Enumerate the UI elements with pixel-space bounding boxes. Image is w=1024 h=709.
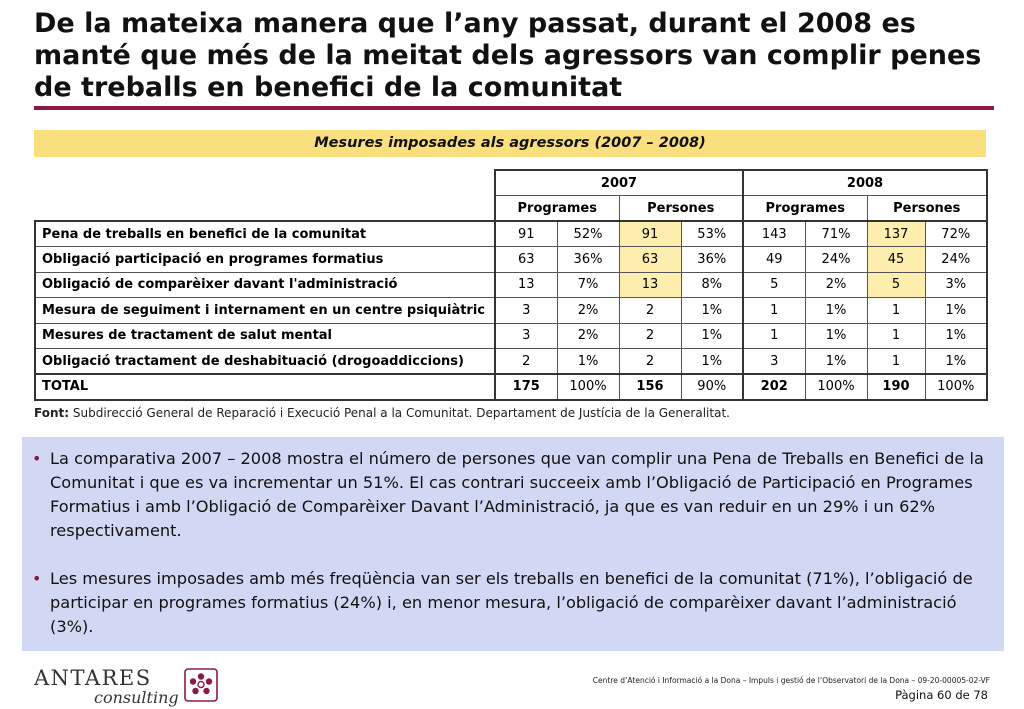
logo-wordmark: ANTARES: [34, 666, 152, 690]
table-cell: 63: [494, 246, 558, 273]
flower-icon: [184, 668, 218, 702]
summary-bullet: • La comparativa 2007 – 2008 mostra el n…: [30, 447, 984, 543]
table-cell: 190: [866, 373, 926, 401]
summary-bullet: • Les mesures imposades amb més freqüènc…: [30, 567, 984, 639]
table-cell: 52%: [556, 220, 620, 247]
table-cell: 3: [494, 297, 558, 324]
subheader-programes-2007: Programes: [494, 195, 620, 222]
table-cell: 24%: [804, 246, 868, 273]
year-header-2007: 2007: [494, 169, 744, 196]
table-cell: 143: [742, 220, 806, 247]
table-cell: 1%: [804, 322, 868, 349]
table-cell: 2%: [804, 271, 868, 298]
logo-subtitle: consulting: [94, 688, 179, 707]
table-cell: 36%: [680, 246, 744, 273]
table-cell: 175: [494, 373, 558, 401]
source-note: Font: Subdirecció General de Reparació i…: [34, 406, 986, 420]
table-cell: 202: [742, 373, 806, 401]
table-cell: 100%: [804, 373, 868, 401]
summary-box: • La comparativa 2007 – 2008 mostra el n…: [22, 437, 1004, 651]
table-cell: 1%: [680, 348, 744, 375]
table-cell: 2: [618, 297, 682, 324]
table-cell: 13: [618, 271, 682, 298]
table-cell: 13: [494, 271, 558, 298]
row-label: Mesura de seguiment i internament en un …: [34, 297, 496, 324]
table-cell: 5: [866, 271, 926, 298]
table-cell: 1%: [680, 322, 744, 349]
table-cell: 36%: [556, 246, 620, 273]
title-divider: [34, 106, 994, 110]
table-cell: 2%: [556, 322, 620, 349]
table-row: Mesura de seguiment i internament en un …: [34, 297, 988, 324]
table-cell: 1: [866, 348, 926, 375]
table-cell: 2%: [556, 297, 620, 324]
table-cell: 7%: [556, 271, 620, 298]
table-cell: 1%: [924, 297, 988, 324]
header-blank: [35, 196, 495, 222]
table-cell: 24%: [924, 246, 988, 273]
table-cell: 100%: [924, 373, 988, 401]
table-cell: 91: [494, 220, 558, 247]
year-header-2008: 2008: [742, 169, 988, 196]
page-number: Pàgina 60 de 78: [895, 688, 988, 702]
row-label: Obligació de comparèixer davant l'admini…: [34, 271, 496, 298]
row-label: Obligació participació en programes form…: [34, 246, 496, 273]
table-cell: 156: [618, 373, 682, 401]
table-cell: 45: [866, 246, 926, 273]
bullet-icon: •: [32, 449, 42, 468]
table-cell: 3%: [924, 271, 988, 298]
table-row: Obligació participació en programes form…: [34, 246, 988, 273]
subheader-persones-2008: Persones: [866, 195, 988, 222]
table-cell: 1%: [924, 348, 988, 375]
measures-table: 2007 2008 Programes Persones Programes P…: [34, 169, 988, 401]
source-text: Subdirecció General de Reparació i Execu…: [72, 406, 730, 420]
table-cell: 1: [866, 322, 926, 349]
table-row: Obligació de comparèixer davant l'admini…: [34, 271, 988, 298]
row-label: Obligació tractament de deshabituació (d…: [34, 348, 496, 375]
table-cell: 1: [742, 322, 806, 349]
table-cell: 90%: [680, 373, 744, 401]
bullet-text: La comparativa 2007 – 2008 mostra el núm…: [50, 449, 984, 540]
table-cell: 1%: [804, 348, 868, 375]
table-cell: 3: [494, 322, 558, 349]
table-cell: 72%: [924, 220, 988, 247]
company-logo: ANTARES consulting: [34, 664, 234, 707]
bullet-icon: •: [32, 569, 42, 588]
table-cell: 3: [742, 348, 806, 375]
table-cell: 1%: [924, 322, 988, 349]
table-cell: 2: [494, 348, 558, 375]
bullet-text: Les mesures imposades amb més freqüència…: [50, 569, 973, 636]
table-cell: 2: [618, 322, 682, 349]
table-cell: 8%: [680, 271, 744, 298]
table-cell: 1%: [556, 348, 620, 375]
table-cell: 2: [618, 348, 682, 375]
table-row: TOTAL 175 100% 156 90% 202 100% 190 100%: [34, 373, 988, 401]
table-row: Pena de treballs en benefici de la comun…: [34, 220, 988, 247]
table-cell: 100%: [556, 373, 620, 401]
page-title: De la mateixa manera que l’any passat, d…: [34, 8, 982, 103]
footer-project-text: Centre d’Atenció i Informació a la Dona …: [592, 676, 990, 685]
table-cell: 1: [742, 297, 806, 324]
row-label: Mesures de tractament de salut mental: [34, 322, 496, 349]
table-cell: 137: [866, 220, 926, 247]
subheader-programes-2008: Programes: [742, 195, 868, 222]
table-cell: 1%: [804, 297, 868, 324]
table-cell: 1%: [680, 297, 744, 324]
table-cell: 91: [618, 220, 682, 247]
table-cell: 53%: [680, 220, 744, 247]
subheader-persones-2007: Persones: [618, 195, 744, 222]
table-row: Obligació tractament de deshabituació (d…: [34, 348, 988, 375]
table-cell: 5: [742, 271, 806, 298]
table-row: Mesures de tractament de salut mental 3 2%…: [34, 322, 988, 349]
row-label: TOTAL: [34, 373, 496, 401]
table-cell: 49: [742, 246, 806, 273]
row-label: Pena de treballs en benefici de la comun…: [34, 220, 496, 247]
table-cell: 71%: [804, 220, 868, 247]
source-label: Font:: [34, 406, 70, 420]
header-blank: [35, 170, 495, 196]
table-caption: Mesures imposades als agressors (2007 – …: [34, 130, 986, 157]
table-cell: 63: [618, 246, 682, 273]
table-cell: 1: [866, 297, 926, 324]
